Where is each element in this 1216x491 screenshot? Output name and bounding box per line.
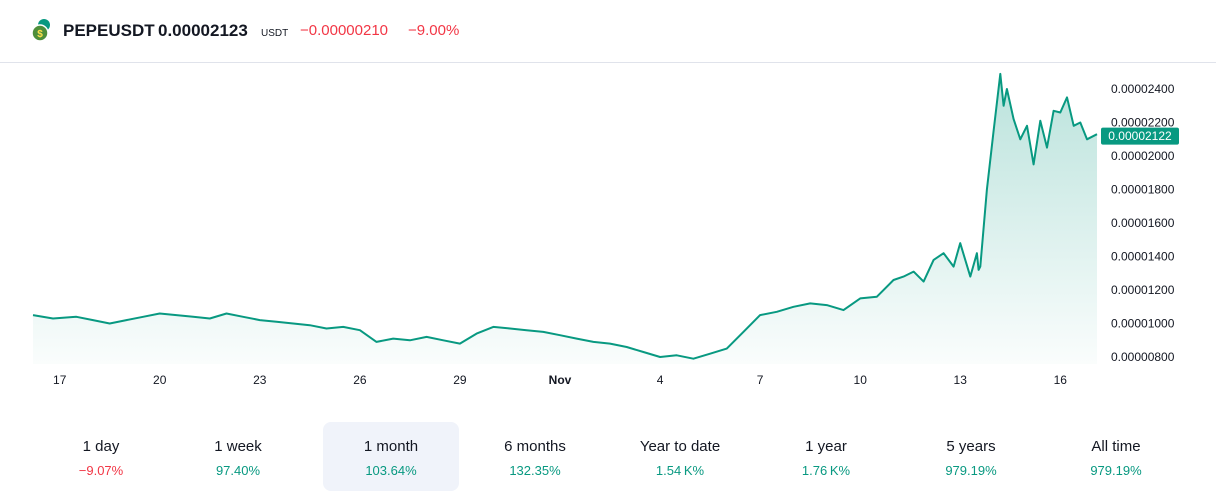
x-tick-label: 7 (757, 373, 764, 387)
period-tab-1-year[interactable]: 1 year 1.76 K% (758, 422, 894, 491)
y-tick-label: 0.00001800 (1111, 183, 1175, 197)
period-tab-1-day[interactable]: 1 day −9.07% (33, 422, 169, 491)
period-tab-1-month[interactable]: 1 month 103.64% (323, 422, 459, 491)
price-currency: USDT (261, 28, 289, 39)
period-label: 6 months (504, 438, 566, 455)
x-tick-label: 23 (253, 373, 267, 387)
y-tick-label: 0.00001200 (1111, 283, 1175, 297)
series-area-fill (33, 73, 1097, 365)
y-tick-label: 0.00002000 (1111, 149, 1175, 163)
period-tab-year-to-date[interactable]: Year to date 1.54 K% (612, 422, 748, 491)
coin-badge-glyph: $ (37, 29, 43, 40)
period-change: 132.35% (509, 463, 561, 478)
last-price-marker (1101, 127, 1179, 145)
y-tick-label: 0.00001000 (1111, 317, 1175, 331)
y-tick-label: 0.00001600 (1111, 216, 1175, 230)
price-change-absolute: −0.00000210 (300, 22, 389, 39)
period-label: 1 month (363, 438, 419, 455)
x-tick-label: 20 (153, 373, 167, 387)
y-tick-label: 0.00001400 (1111, 250, 1175, 264)
y-tick-label: 0.00002400 (1111, 82, 1175, 96)
period-tab-1-week[interactable]: 1 week 97.40% (170, 422, 306, 491)
x-tick-label: 29 (453, 373, 467, 387)
price-chart[interactable]: 0.00002400 0.00002200 0.00002000 0.00001800… (0, 64, 1216, 394)
series-line (32, 72, 1098, 360)
x-tick-label: 10 (854, 373, 868, 387)
period-tab-5-years[interactable]: 5 years 979.19% (903, 422, 1039, 491)
period-label: Year to date (639, 438, 721, 455)
period-label: 5 years (946, 438, 996, 455)
y-tick-label: 0.00000800 (1111, 350, 1175, 364)
symbol-header: $ PEPEUSDT 0.00002123 USDT −0.00000210 −… (0, 0, 1216, 63)
period-selector: 1 day −9.07% 1 week 97.40% 1 month 103.64% 6 m… (0, 422, 1216, 491)
period-tab-6-months[interactable]: 6 months 132.35% (467, 422, 603, 491)
period-label: 1 week (214, 438, 262, 455)
period-change: 1.54 K% (655, 463, 705, 478)
x-tick-label: 17 (53, 373, 67, 387)
y-tick-label: 0.00002200 (1111, 116, 1175, 130)
x-tick-label: 13 (954, 373, 968, 387)
period-change: 979.19% (945, 463, 997, 478)
period-label: All time (1091, 438, 1141, 455)
symbol-name[interactable]: PEPEUSDT (63, 21, 155, 40)
x-tick-label: Nov (549, 373, 572, 387)
last-price: 0.00002123 (158, 21, 248, 40)
last-price-label: 0.00002122 (1108, 129, 1172, 143)
period-label: 1 year (805, 438, 847, 455)
period-change: 103.64% (365, 463, 417, 478)
period-label: 1 day (82, 438, 120, 455)
period-tab-all-time[interactable]: All time 979.19% (1048, 422, 1184, 491)
period-change: 979.19% (1090, 463, 1142, 478)
x-tick-label: 16 (1054, 373, 1068, 387)
pepe-coin-icon: $ (31, 19, 50, 42)
price-change-percent: −9.00% (408, 22, 460, 39)
period-change: 97.40% (215, 463, 261, 478)
period-change: −9.07% (78, 463, 124, 478)
x-tick-label: 4 (657, 373, 664, 387)
x-tick-label: 26 (353, 373, 367, 387)
period-change: 1.76 K% (801, 463, 851, 478)
